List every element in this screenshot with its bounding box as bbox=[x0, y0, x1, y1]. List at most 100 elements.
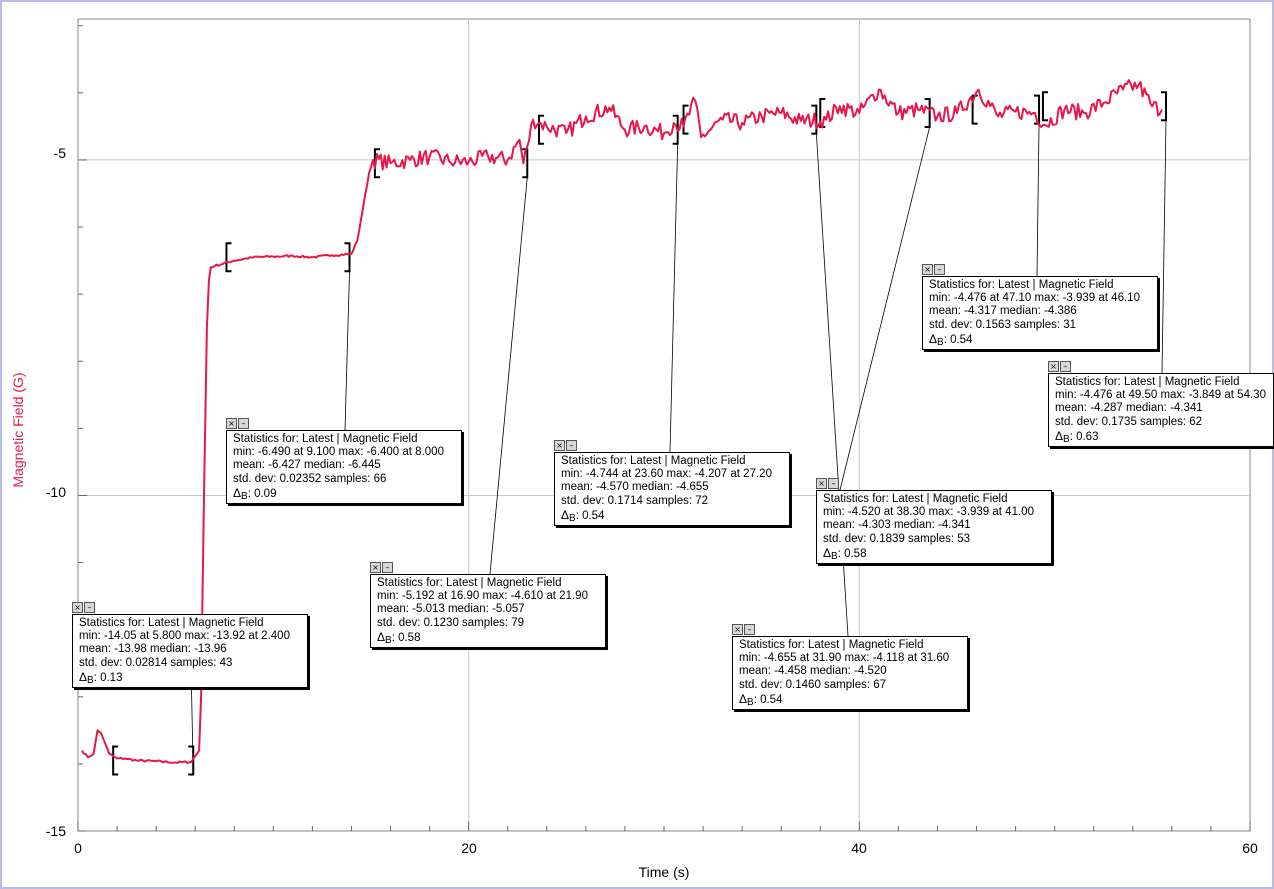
stat-delta: ΔB: 0.58 bbox=[823, 545, 1045, 562]
delta-symbol: Δ bbox=[823, 545, 832, 560]
statistics-box[interactable]: Statistics for: Latest | Magnetic Field m… bbox=[922, 276, 1158, 351]
delta-subscript: B bbox=[385, 634, 392, 646]
stat-header: Statistics for: Latest | Magnetic Field bbox=[377, 577, 562, 589]
stat-minmax: min: -14.05 at 5.800 max: -13.92 at 2.40… bbox=[79, 630, 290, 643]
stat-header: Statistics for: Latest | Magnetic Field bbox=[823, 493, 1008, 505]
delta-subscript: B bbox=[87, 674, 94, 686]
close-icon[interactable]: × bbox=[226, 418, 237, 429]
x-axis-title: Time (s) bbox=[639, 864, 690, 880]
y-tick-label: -10 bbox=[46, 484, 66, 500]
leader-line bbox=[839, 126, 931, 491]
stat-minmax: min: -4.655 at 31.90 max: -4.118 at 31.6… bbox=[739, 652, 950, 665]
statistics-box[interactable]: Statistics for: Latest | Magnetic Field m… bbox=[72, 614, 308, 689]
stat-stdsamp: std. dev: 0.02352 samples: 66 bbox=[233, 472, 387, 485]
stat-meanmed: mean: -6.427 median: -6.445 bbox=[233, 459, 381, 472]
stat-stdsamp: std. dev: 0.1735 samples: 62 bbox=[1055, 415, 1203, 428]
delta-value: : 0.13 bbox=[93, 671, 123, 684]
bracket-left bbox=[112, 745, 119, 776]
bracket-left bbox=[682, 104, 689, 135]
stat-stdsamp: std. dev: 0.1460 samples: 67 bbox=[739, 678, 887, 691]
stat-delta: ΔB: 0.09 bbox=[233, 486, 455, 502]
x-tick-label: 20 bbox=[461, 840, 477, 856]
stat-meanmed: mean: -5.013 median: -5.057 bbox=[377, 603, 525, 616]
bracket-left bbox=[1041, 91, 1048, 122]
close-icon[interactable]: × bbox=[72, 602, 83, 613]
y-axis-title: Magnetic Field (G) bbox=[10, 372, 26, 487]
delta-symbol: Δ bbox=[739, 691, 748, 706]
stat-stdsamp: std. dev: 0.1714 samples: 72 bbox=[561, 494, 709, 507]
stat-minmax: min: -5.192 at 16.90 max: -4.610 at 21.9… bbox=[377, 590, 588, 603]
stat-minmax: min: -4.520 at 38.30 max: -3.939 at 41.0… bbox=[823, 506, 1034, 519]
leader-line bbox=[1161, 120, 1167, 374]
statistics-box[interactable]: Statistics for: Latest | Magnetic Field m… bbox=[370, 574, 606, 649]
stat-meanmed: mean: -4.458 median: -4.520 bbox=[739, 665, 887, 678]
delta-symbol: Δ bbox=[929, 331, 938, 346]
close-icon[interactable]: × bbox=[816, 478, 827, 489]
stat-box-controls: × – bbox=[226, 418, 249, 429]
stat-meanmed: mean: -4.287 median: -4.341 bbox=[1055, 402, 1203, 415]
stat-delta: ΔB: 0.63 bbox=[1055, 429, 1267, 445]
y-tick-label: -15 bbox=[46, 823, 66, 839]
stat-box-controls: × – bbox=[922, 264, 945, 275]
minor-ticks bbox=[77, 25, 1251, 832]
minimize-icon[interactable]: – bbox=[828, 478, 839, 489]
stat-stdsamp: std. dev: 0.1563 samples: 31 bbox=[929, 318, 1077, 331]
stat-delta: ΔB: 0.58 bbox=[377, 629, 599, 646]
delta-value: : 0.54 bbox=[575, 509, 605, 522]
x-tick-label: 40 bbox=[851, 840, 867, 856]
stat-meanmed: mean: -4.570 median: -4.655 bbox=[561, 481, 709, 494]
minimize-icon[interactable]: – bbox=[84, 602, 95, 613]
delta-value: : 0.58 bbox=[391, 631, 421, 644]
delta-subscript: B bbox=[747, 696, 754, 708]
close-icon[interactable]: × bbox=[922, 264, 933, 275]
stat-header: Statistics for: Latest | Magnetic Field bbox=[233, 433, 418, 445]
stat-header: Statistics for: Latest | Magnetic Field bbox=[739, 639, 924, 651]
bracket-right bbox=[522, 148, 529, 179]
delta-symbol: Δ bbox=[79, 669, 88, 684]
close-icon[interactable]: × bbox=[732, 624, 743, 635]
bracket-right bbox=[924, 97, 931, 128]
stat-box-controls: × – bbox=[1048, 361, 1071, 372]
delta-subscript: B bbox=[937, 336, 944, 348]
delta-subscript: B bbox=[241, 490, 248, 502]
minimize-icon[interactable]: – bbox=[744, 624, 755, 635]
statistics-box[interactable]: Statistics for: Latest | Magnetic Field m… bbox=[816, 490, 1052, 565]
close-icon[interactable]: × bbox=[1048, 361, 1059, 372]
x-tick-label: 60 bbox=[1242, 840, 1258, 856]
stat-meanmed: mean: -13.98 median: -13.96 bbox=[79, 643, 227, 656]
minimize-icon[interactable]: – bbox=[238, 418, 249, 429]
minimize-icon[interactable]: – bbox=[382, 562, 393, 573]
minimize-icon[interactable]: – bbox=[934, 264, 945, 275]
minimize-icon[interactable]: – bbox=[566, 440, 577, 451]
stat-minmax: min: -4.476 at 49.50 max: -3.849 at 54.3… bbox=[1055, 389, 1266, 402]
delta-value: : 0.54 bbox=[943, 333, 973, 346]
minimize-icon[interactable]: – bbox=[1060, 361, 1071, 372]
stat-header: Statistics for: Latest | Magnetic Field bbox=[561, 455, 746, 467]
leader-line bbox=[669, 143, 679, 453]
stat-stdsamp: std. dev: 0.1839 samples: 53 bbox=[823, 532, 971, 545]
close-icon[interactable]: × bbox=[370, 562, 381, 573]
leader-line bbox=[489, 177, 528, 575]
statistics-box[interactable]: Statistics for: Latest | Magnetic Field m… bbox=[1048, 373, 1274, 448]
stat-header: Statistics for: Latest | Magnetic Field bbox=[1055, 376, 1240, 388]
stat-delta: ΔB: 0.54 bbox=[929, 331, 1151, 348]
statistics-box[interactable]: Statistics for: Latest | Magnetic Field m… bbox=[732, 636, 968, 711]
stat-header: Statistics for: Latest | Magnetic Field bbox=[79, 617, 264, 629]
delta-subscript: B bbox=[831, 550, 838, 562]
stat-delta: ΔB: 0.54 bbox=[739, 691, 961, 708]
x-tick-label: 0 bbox=[74, 840, 82, 856]
statistics-box[interactable]: Statistics for: Latest | Magnetic Field m… bbox=[554, 452, 790, 527]
delta-value: : 0.54 bbox=[753, 693, 783, 706]
stat-box-controls: × – bbox=[554, 440, 577, 451]
stat-minmax: min: -6.490 at 9.100 max: -6.400 at 8.00… bbox=[233, 446, 444, 459]
stat-minmax: min: -4.744 at 23.60 max: -4.207 at 27.2… bbox=[561, 468, 772, 481]
close-icon[interactable]: × bbox=[554, 440, 565, 451]
delta-value: : 0.09 bbox=[247, 487, 277, 500]
delta-symbol: Δ bbox=[377, 629, 386, 644]
delta-value: : 0.63 bbox=[1069, 430, 1099, 443]
leader-line bbox=[344, 271, 350, 431]
bracket-left bbox=[225, 242, 232, 273]
statistics-box[interactable]: Statistics for: Latest | Magnetic Field m… bbox=[226, 430, 462, 505]
stat-stdsamp: std. dev: 0.02814 samples: 43 bbox=[79, 656, 233, 669]
leader-line bbox=[1036, 123, 1040, 277]
